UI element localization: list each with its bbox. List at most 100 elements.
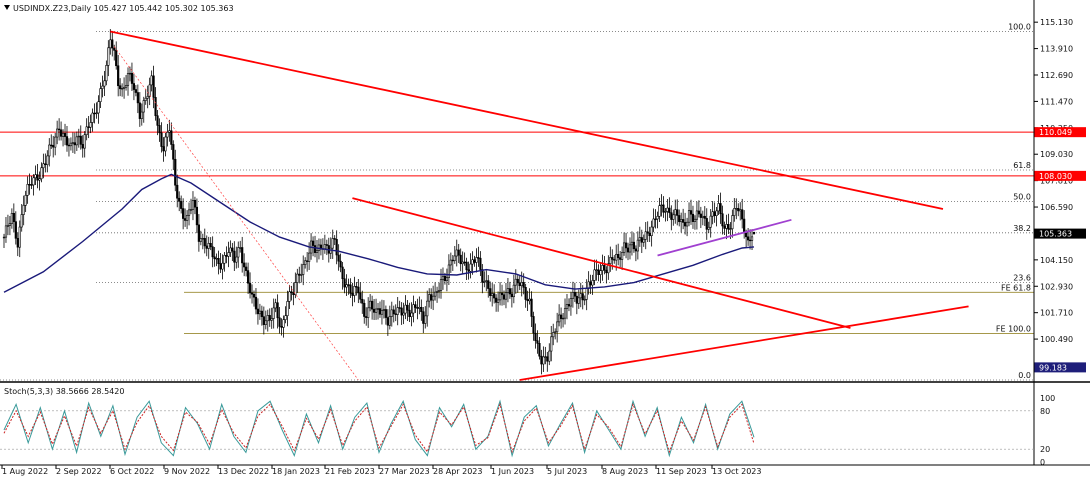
candle-body: [439, 279, 443, 291]
price-tag-label: 108.030: [1039, 172, 1072, 181]
candle-body: [660, 204, 663, 207]
candle-body: [500, 292, 504, 296]
candle-body: [514, 278, 517, 286]
candle-body: [601, 265, 604, 271]
candle-body: [191, 199, 195, 210]
candle-body: [699, 213, 702, 218]
candle-body: [632, 241, 636, 250]
fib-diagonal: [113, 46, 359, 381]
candle-body: [369, 300, 372, 309]
candle-body: [134, 89, 137, 93]
candle-body: [455, 249, 458, 257]
candle-body: [81, 144, 84, 149]
candle-body: [16, 238, 19, 248]
candle-body: [91, 112, 94, 123]
fe-label: FE 100.0: [996, 324, 1031, 333]
y-tick-label: 102.930: [1040, 282, 1073, 291]
candle-body: [656, 215, 659, 220]
candle-body: [567, 304, 571, 307]
candle-body: [563, 308, 567, 319]
candle-body: [477, 257, 480, 259]
candle-body: [12, 213, 15, 222]
y-tick-label: 100.490: [1040, 335, 1073, 344]
candle-body: [577, 297, 580, 304]
candle-body: [22, 204, 25, 215]
x-tick-label: 8 Aug 2023: [602, 467, 648, 476]
candle-body: [359, 292, 362, 300]
candle-body: [292, 292, 295, 295]
stoch-tick-label: 80: [1040, 407, 1050, 416]
fib-label: 100.0: [1008, 22, 1031, 31]
candle-body: [646, 231, 649, 234]
candle-body: [262, 316, 265, 325]
candle-body: [682, 219, 685, 223]
candle-body: [333, 238, 336, 240]
candle-body: [709, 215, 712, 228]
price-tag-label: 105.363: [1039, 230, 1072, 239]
x-tick-label: 9 Nov 2022: [164, 467, 210, 476]
candle-body: [546, 356, 549, 362]
candle-body: [138, 102, 141, 119]
candle-body: [418, 306, 421, 309]
candle-body: [565, 304, 569, 309]
candle-body: [121, 87, 124, 90]
candle-body: [185, 215, 189, 221]
candle-body: [483, 281, 486, 283]
candle-body: [412, 304, 415, 314]
candle-body: [306, 260, 309, 262]
menu-triangle-icon[interactable]: [4, 5, 10, 10]
candle-body: [443, 275, 447, 282]
candle-body: [745, 232, 748, 238]
candle-body: [644, 231, 647, 240]
candle-body: [213, 256, 216, 260]
wedge-line: [657, 218, 792, 257]
candle-body: [550, 336, 553, 352]
candle-body: [487, 280, 490, 289]
candle-body: [158, 125, 161, 134]
candle-body: [44, 163, 47, 166]
candle-body: [506, 288, 510, 293]
candle-body: [388, 316, 391, 326]
candle-body: [87, 126, 90, 128]
price-tag: [1034, 127, 1086, 138]
x-tick-label: 13 Oct 2023: [712, 467, 761, 476]
candle-body: [172, 144, 175, 160]
y-tick-label: 101.710: [1040, 309, 1073, 318]
candle-body: [619, 257, 622, 260]
candle-body: [42, 163, 45, 169]
candle-body: [201, 238, 204, 240]
candle-body: [264, 320, 267, 325]
candle-body: [622, 242, 626, 253]
candle-body: [585, 288, 588, 300]
candle-body: [743, 218, 746, 234]
candle-body: [313, 245, 317, 253]
candle-body: [211, 246, 214, 258]
fib-label: 50.0: [1013, 192, 1031, 201]
candle-body: [124, 85, 128, 88]
candle-body: [252, 293, 256, 298]
candle-body: [668, 207, 671, 214]
trendlines[interactable]: [110, 30, 969, 381]
candle-body: [595, 269, 598, 271]
candle-body: [115, 50, 118, 67]
candle-body: [621, 252, 624, 260]
candle-body: [737, 208, 740, 212]
candle-body: [591, 280, 594, 286]
candle-body: [168, 130, 171, 133]
candle-body: [323, 244, 326, 249]
candle-body: [593, 269, 596, 281]
candle-body: [687, 210, 691, 223]
candle-body: [575, 295, 578, 304]
symbol-info: USDINDX.Z23,Daily 105.427 105.442 105.30…: [13, 4, 234, 13]
candle-body: [746, 236, 750, 241]
candle-body: [495, 297, 498, 303]
candle-body: [203, 238, 206, 247]
candle-body: [435, 291, 439, 293]
candle-body: [113, 47, 116, 51]
candle-body: [634, 248, 637, 252]
candle-body: [416, 307, 419, 309]
candle-body: [288, 291, 291, 302]
candle-body: [386, 317, 389, 326]
y-tick-label: 107.810: [1040, 177, 1073, 186]
